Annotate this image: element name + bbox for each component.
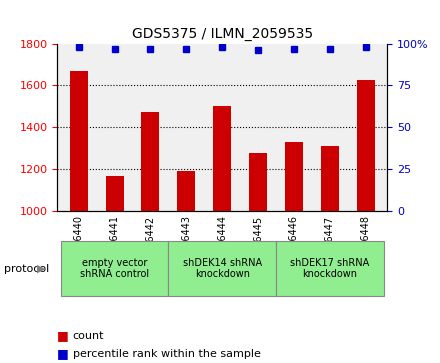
Bar: [169, 241, 276, 297]
Text: shDEK17 shRNA
knockdown: shDEK17 shRNA knockdown: [290, 258, 370, 280]
Text: shDEK14 shRNA
knockdown: shDEK14 shRNA knockdown: [183, 258, 262, 280]
Bar: [142, 113, 159, 211]
Bar: [285, 142, 303, 211]
Text: percentile rank within the sample: percentile rank within the sample: [73, 349, 260, 359]
Bar: [276, 241, 384, 297]
Bar: [321, 146, 339, 211]
Title: GDS5375 / ILMN_2059535: GDS5375 / ILMN_2059535: [132, 27, 313, 41]
Text: protocol: protocol: [4, 264, 50, 274]
Text: ▶: ▶: [37, 264, 46, 274]
Text: ■: ■: [57, 347, 69, 360]
Text: count: count: [73, 331, 104, 341]
Bar: [61, 241, 169, 297]
Text: ■: ■: [57, 329, 69, 342]
Bar: [249, 152, 267, 211]
Bar: [177, 171, 195, 211]
Bar: [213, 106, 231, 211]
Bar: [106, 176, 124, 211]
Bar: [357, 80, 374, 211]
Bar: [70, 71, 88, 211]
Text: empty vector
shRNA control: empty vector shRNA control: [80, 258, 149, 280]
